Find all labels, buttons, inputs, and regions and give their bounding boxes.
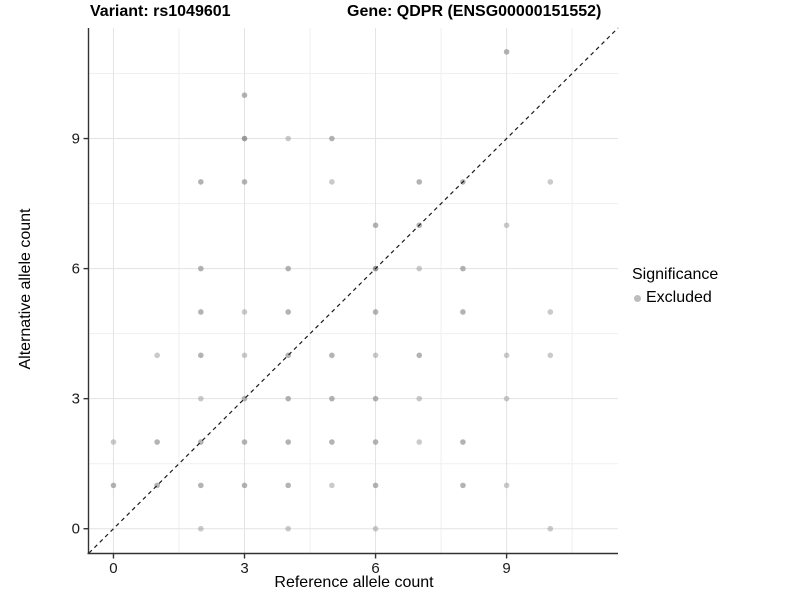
data-point bbox=[547, 525, 554, 532]
data-point bbox=[285, 135, 291, 142]
data-point bbox=[416, 179, 423, 185]
data-point bbox=[503, 352, 510, 359]
x-tick-label: 3 bbox=[240, 560, 248, 577]
data-point bbox=[241, 352, 248, 359]
data-point bbox=[241, 179, 248, 185]
data-point bbox=[198, 352, 204, 359]
data-point bbox=[372, 482, 379, 489]
data-point bbox=[110, 482, 117, 489]
data-point bbox=[547, 309, 554, 315]
plot-title-gene: Gene: QDPR (ENSG00000151552) bbox=[347, 3, 602, 20]
data-point bbox=[154, 352, 160, 359]
data-point bbox=[503, 49, 510, 55]
data-point bbox=[460, 482, 466, 489]
legend-key-dot bbox=[634, 294, 641, 302]
data-point bbox=[285, 482, 291, 489]
data-point bbox=[503, 482, 510, 489]
y-tick-label: 3 bbox=[72, 391, 80, 408]
data-point bbox=[503, 222, 510, 229]
data-point bbox=[329, 482, 335, 489]
data-point bbox=[372, 222, 379, 229]
data-point bbox=[329, 352, 335, 359]
data-point bbox=[198, 525, 204, 532]
data-point bbox=[241, 439, 248, 445]
data-point bbox=[460, 265, 466, 272]
data-point bbox=[329, 395, 335, 402]
x-tick-label: 9 bbox=[502, 560, 510, 577]
x-tick-label: 0 bbox=[109, 560, 117, 577]
data-point bbox=[372, 309, 379, 315]
data-point bbox=[241, 92, 248, 98]
data-point bbox=[285, 439, 291, 445]
data-point bbox=[416, 265, 423, 272]
data-point bbox=[372, 352, 379, 359]
data-point bbox=[198, 179, 204, 185]
data-point bbox=[198, 395, 204, 402]
data-point bbox=[460, 439, 466, 445]
y-tick-label: 9 bbox=[72, 131, 80, 148]
y-tick-label: 6 bbox=[72, 261, 80, 278]
legend-item-excluded: Excluded bbox=[632, 289, 718, 307]
y-axis-title: Alternative allele count bbox=[17, 208, 34, 370]
data-point bbox=[154, 439, 160, 445]
data-point bbox=[285, 525, 291, 532]
data-point bbox=[372, 439, 379, 445]
data-point bbox=[285, 309, 291, 315]
data-point bbox=[416, 352, 423, 359]
legend-title: Significance bbox=[632, 266, 719, 283]
data-point bbox=[198, 309, 204, 315]
legend: Significance Excluded bbox=[632, 266, 718, 307]
identity-reference-line bbox=[88, 27, 619, 554]
data-point bbox=[329, 135, 335, 142]
data-point bbox=[547, 352, 554, 359]
data-point bbox=[285, 265, 291, 272]
x-tick-label: 6 bbox=[371, 560, 379, 577]
data-point bbox=[241, 482, 248, 489]
data-point bbox=[416, 439, 423, 445]
legend-item-label: Excluded bbox=[646, 289, 712, 306]
data-point bbox=[241, 135, 248, 142]
data-point bbox=[503, 395, 510, 402]
data-point bbox=[198, 265, 204, 272]
data-point bbox=[460, 309, 466, 315]
data-point bbox=[416, 395, 423, 402]
data-point bbox=[285, 395, 291, 402]
y-tick-label: 0 bbox=[72, 521, 80, 538]
data-point bbox=[110, 439, 117, 445]
data-point bbox=[372, 525, 379, 532]
x-axis-title: Reference allele count bbox=[274, 574, 434, 591]
plot-title-variant: Variant: rs1049601 bbox=[90, 3, 231, 20]
data-point bbox=[198, 482, 204, 489]
data-point bbox=[329, 439, 335, 445]
data-point bbox=[547, 179, 554, 185]
data-point bbox=[329, 179, 335, 185]
data-point bbox=[372, 395, 379, 402]
data-point bbox=[241, 309, 248, 315]
